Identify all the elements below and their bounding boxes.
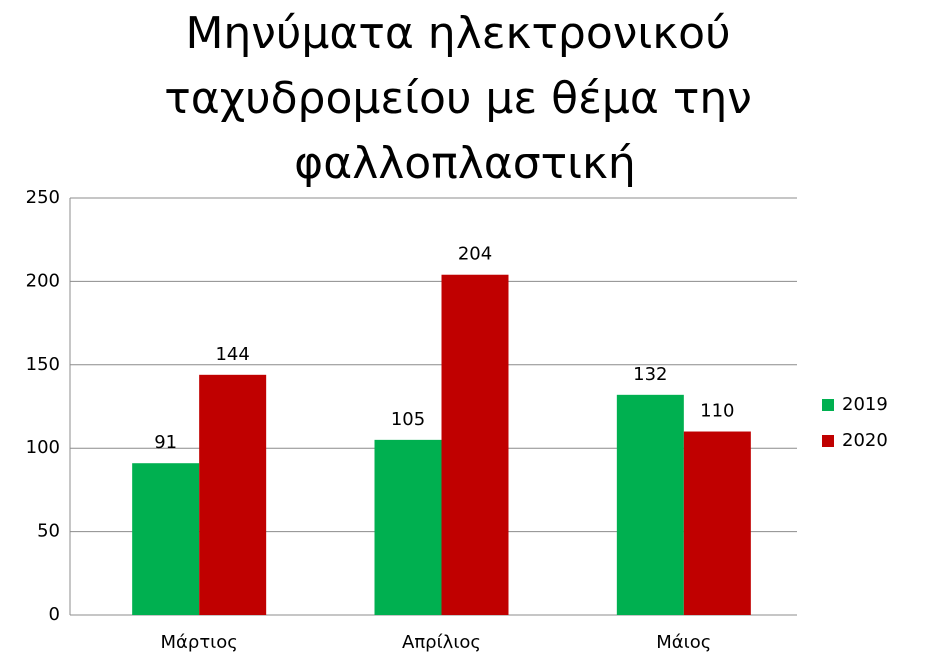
- x-tick-label: Μάρτιος: [161, 632, 238, 653]
- data-label: 204: [458, 244, 492, 265]
- y-tick-label: 50: [37, 521, 60, 542]
- data-label: 110: [700, 401, 734, 422]
- data-label: 132: [633, 364, 667, 385]
- legend-label: 2020: [842, 430, 888, 451]
- bar: [616, 394, 684, 615]
- data-label: 91: [154, 432, 177, 453]
- y-tick-label: 250: [26, 187, 60, 208]
- bar: [683, 431, 751, 615]
- y-tick-label: 200: [26, 270, 60, 291]
- bar: [374, 439, 442, 615]
- bar: [441, 274, 509, 615]
- legend-swatch: [822, 399, 834, 411]
- data-label: 105: [391, 409, 425, 430]
- legend-swatch: [822, 435, 834, 447]
- data-label: 144: [215, 344, 249, 365]
- x-tick-label: Απρίλιος: [402, 632, 481, 653]
- bar: [132, 463, 200, 615]
- y-tick-label: 100: [26, 437, 60, 458]
- x-tick-label: Μάιος: [656, 632, 711, 653]
- y-tick-label: 0: [49, 604, 60, 625]
- bar: [199, 374, 267, 615]
- y-tick-label: 150: [26, 354, 60, 375]
- legend-label: 2019: [842, 394, 888, 415]
- chart-title: Μηνύματα ηλεκτρονικού ταχυδρομείου με θέ…: [164, 8, 766, 189]
